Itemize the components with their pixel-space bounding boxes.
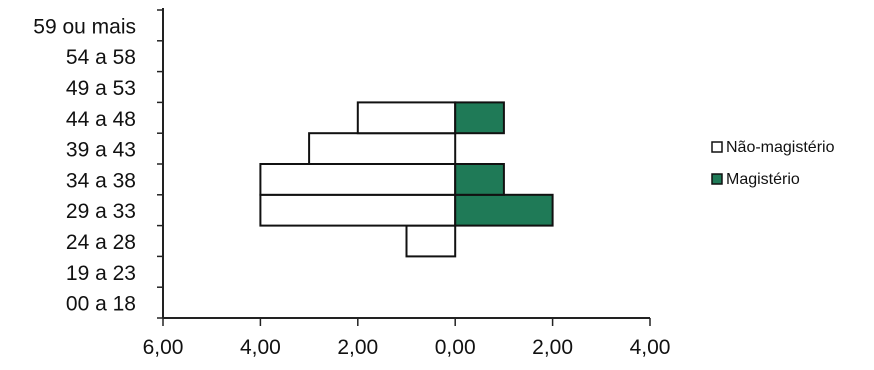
legend-label-magisterio: Magistério [726,171,800,188]
category-label: 54 a 58 [66,46,136,69]
category-label: 29 a 33 [66,200,136,223]
bar-nao-magisterio [405,224,457,258]
legend-swatch-magisterio [711,173,723,185]
category-label: 34 a 38 [66,169,136,192]
category-label: 19 a 23 [66,262,136,285]
bar-magisterio [454,101,505,135]
category-label: 00 a 18 [66,293,136,316]
legend-swatch-nao-magisterio [711,141,723,153]
x-tick-label: 6,00 [143,336,184,359]
bar-nao-magisterio [356,101,457,135]
category-label: 59 ou mais [33,15,136,38]
category-label: 44 a 48 [66,108,136,131]
category-label: 39 a 43 [66,139,136,162]
bar-magisterio [454,163,505,196]
bar-magisterio [454,193,554,227]
x-tick-label: 4,00 [630,336,671,359]
x-tick-label: 2,00 [532,336,573,359]
bar-nao-magisterio [259,193,457,227]
bar-nao-magisterio [259,163,457,196]
category-label: 49 a 53 [66,77,136,100]
category-label: 24 a 28 [66,231,136,254]
x-tick-label: 2,00 [337,336,378,359]
x-tick-label: 0,00 [435,336,476,359]
x-tick-label: 4,00 [240,336,281,359]
bar-nao-magisterio [308,132,457,165]
legend-label-nao-magisterio: Não-magistério [726,139,835,156]
